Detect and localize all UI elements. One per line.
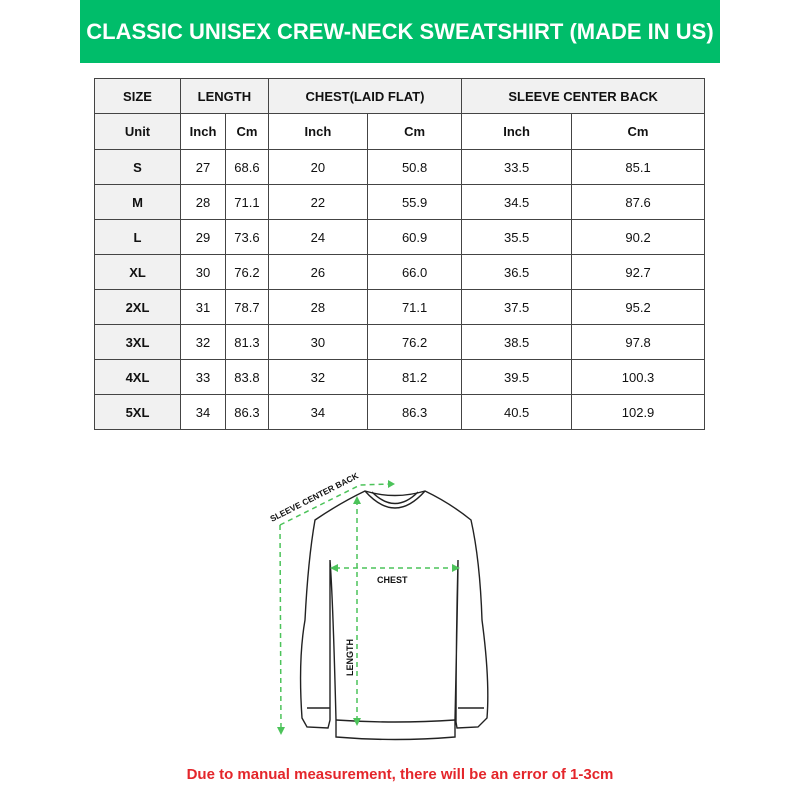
size-table: SIZE LENGTH CHEST(LAID FLAT) SLEEVE CENT… [94,78,705,430]
sleeve-label: SLEEVE CENTER BACK [268,470,360,524]
value-cell: 36.5 [461,254,573,290]
table-row: 3XL 32 81.3 30 76.2 38.5 97.8 [94,324,705,360]
unit-cell: Inch [267,113,369,150]
unit-cell: Inch [461,113,573,150]
size-cell: XL [94,254,181,290]
unit-label: Unit [94,113,181,150]
value-cell: 55.9 [367,184,463,220]
value-cell: 68.6 [225,149,269,185]
size-cell: S [94,149,181,185]
table-row: L 29 73.6 24 60.9 35.5 90.2 [94,219,705,255]
value-cell: 26 [267,254,369,290]
size-cell: 5XL [94,394,181,430]
value-cell: 95.2 [571,289,705,325]
header-length: LENGTH [180,78,269,114]
value-cell: 76.2 [225,254,269,290]
value-cell: 28 [179,184,227,220]
table-header-row: SIZE LENGTH CHEST(LAID FLAT) SLEEVE CENT… [94,78,705,114]
table-row: 5XL 34 86.3 34 86.3 40.5 102.9 [94,394,705,430]
value-cell: 32 [267,359,369,395]
value-cell: 71.1 [225,184,269,220]
unit-row: Unit Inch Cm Inch Cm Inch Cm [94,113,705,150]
page-title: CLASSIC UNISEX CREW-NECK SWEATSHIRT (MAD… [80,0,720,63]
value-cell: 85.1 [571,149,705,185]
value-cell: 35.5 [461,219,573,255]
size-cell: M [94,184,181,220]
sleeve-line [279,483,391,526]
value-cell: 60.9 [367,219,463,255]
length-label: LENGTH [345,639,355,676]
unit-cell: Inch [179,113,227,150]
value-cell: 90.2 [571,219,705,255]
header-chest: CHEST(LAID FLAT) [267,78,463,114]
chest-label: CHEST [377,575,408,585]
value-cell: 30 [179,254,227,290]
value-cell: 38.5 [461,324,573,360]
value-cell: 34 [267,394,369,430]
size-cell: 4XL [94,359,181,395]
value-cell: 22 [267,184,369,220]
size-cell: 3XL [94,324,181,360]
unit-cell: Cm [367,113,463,150]
header-size: SIZE [94,78,181,114]
value-cell: 32 [179,324,227,360]
sweatshirt-outline [299,490,489,741]
measurement-note: Due to manual measurement, there will be… [186,766,614,783]
measurement-lines [279,483,455,731]
value-cell: 73.6 [225,219,269,255]
value-cell: 28 [267,289,369,325]
value-cell: 40.5 [461,394,573,430]
header-sleeve: SLEEVE CENTER BACK [461,78,705,114]
sleeve-drop-line [279,524,282,731]
value-cell: 33 [179,359,227,395]
value-cell: 34 [179,394,227,430]
table-row: M 28 71.1 22 55.9 34.5 87.6 [94,184,705,220]
value-cell: 29 [179,219,227,255]
unit-cell: Cm [225,113,269,150]
size-cell: 2XL [94,289,181,325]
value-cell: 86.3 [225,394,269,430]
value-cell: 102.9 [571,394,705,430]
arrow-heads [277,480,460,735]
value-cell: 20 [267,149,369,185]
table-row: 2XL 31 78.7 28 71.1 37.5 95.2 [94,289,705,325]
value-cell: 78.7 [225,289,269,325]
value-cell: 86.3 [367,394,463,430]
value-cell: 92.7 [571,254,705,290]
value-cell: 24 [267,219,369,255]
value-cell: 81.3 [225,324,269,360]
value-cell: 97.8 [571,324,705,360]
